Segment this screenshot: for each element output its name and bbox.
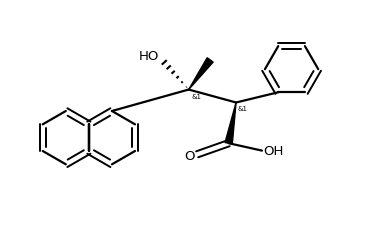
Text: HO: HO — [139, 51, 159, 63]
Polygon shape — [225, 103, 236, 144]
Text: &1: &1 — [192, 94, 202, 100]
Text: OH: OH — [264, 145, 284, 158]
Polygon shape — [189, 58, 213, 90]
Text: &1: &1 — [238, 106, 248, 112]
Text: O: O — [184, 151, 194, 163]
